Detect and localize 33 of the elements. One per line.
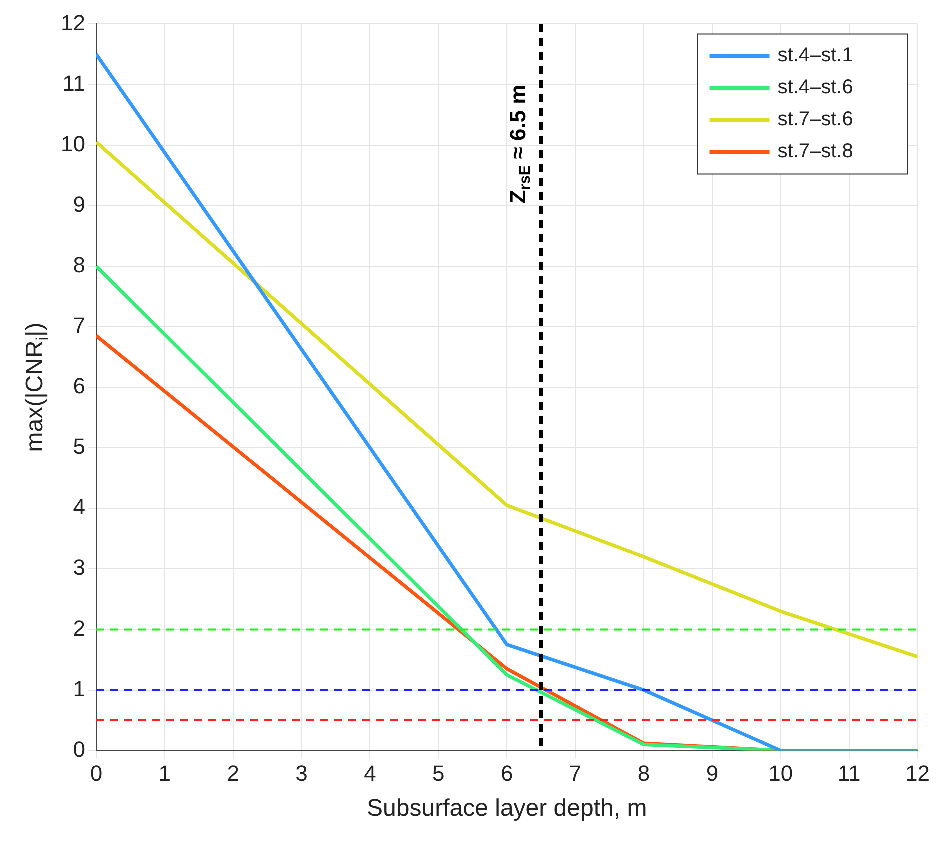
x-tick-label: 5: [432, 761, 445, 786]
x-tick-label: 0: [90, 761, 103, 786]
x-tick-label: 12: [906, 761, 930, 786]
y-tick-label: 10: [60, 131, 86, 156]
legend-label: st.4–st.6: [778, 76, 854, 99]
y-tick-label: 7: [73, 313, 86, 338]
x-tick-label: 3: [296, 761, 308, 786]
y-tick-label: 8: [73, 252, 86, 278]
y-tick-label: 9: [73, 192, 86, 217]
x-tick-label: 8: [638, 761, 650, 786]
legend-label: st.4–st.1: [778, 44, 854, 67]
y-tick-label: 5: [73, 434, 86, 460]
x-tick-label: 10: [768, 761, 794, 786]
x-tick-label: 9: [706, 761, 719, 786]
y-tick-label: 4: [73, 494, 86, 520]
y-tick-label: 0: [73, 736, 86, 762]
y-tick-label: 11: [62, 70, 86, 96]
x-tick-label: 4: [364, 761, 376, 786]
legend-label: st.7–st.8: [778, 140, 854, 163]
x-axis-title: Subsurface layer depth, m: [367, 795, 648, 822]
y-axis-title: max(|CNRi|): [22, 322, 52, 452]
x-tick-label: 2: [227, 761, 240, 786]
x-tick-label: 6: [500, 761, 514, 786]
y-tick-label: 3: [73, 555, 86, 580]
y-tick-label: 1: [73, 676, 86, 702]
x-tick-label: 7: [569, 761, 582, 786]
legend-label: st.7–st.6: [778, 108, 854, 131]
ref-line-label: ZrsE ≈ 6.5 m: [505, 84, 534, 204]
x-tick-label: 1: [158, 761, 172, 786]
x-tick-label: 11: [838, 761, 861, 786]
y-tick-label: 6: [73, 374, 86, 399]
y-tick-label: 2: [73, 616, 86, 641]
y-tick-label: 12: [60, 10, 86, 36]
